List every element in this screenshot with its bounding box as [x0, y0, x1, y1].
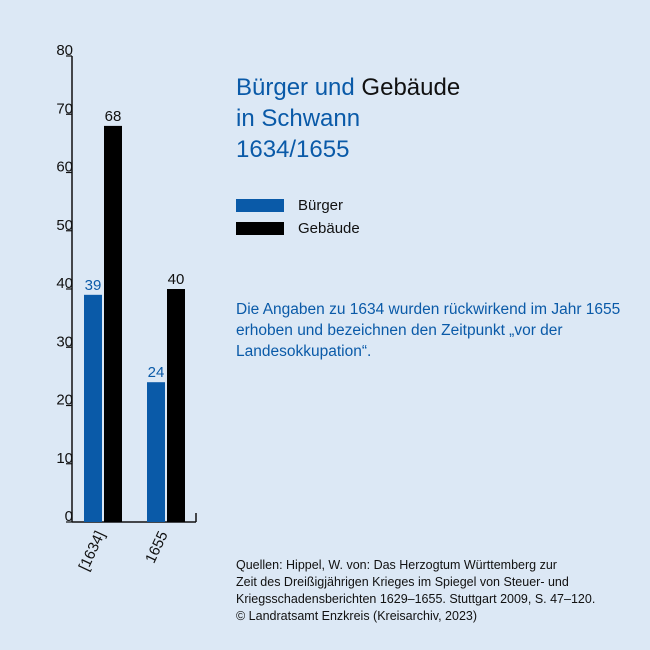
chart-title: Bürger und Gebäude in Schwann 1634/1655: [236, 72, 460, 165]
title-line-2: in Schwann: [236, 105, 361, 132]
x-tick-label: [1634]: [76, 529, 109, 574]
bar-gebaeude: [167, 289, 185, 522]
y-tick-label: 60: [56, 159, 73, 176]
legend-swatch-gebaeude: [236, 221, 284, 235]
data-label: 24: [148, 364, 165, 381]
sources-line-3: Kriegsschadensberichten 1629–1655. Stutt…: [236, 592, 596, 606]
y-tick-label: 80: [56, 42, 73, 59]
y-tick-label: 40: [56, 275, 73, 292]
y-tick-label: 70: [56, 100, 73, 117]
data-label: 39: [85, 277, 102, 294]
sources-text: Quellen: Hippel, W. von: Das Herzogtum W…: [236, 557, 636, 625]
data-label: 68: [105, 108, 122, 125]
sources-line-4: © Landratsamt Enzkreis (Kreisarchiv, 202…: [236, 609, 478, 623]
bar-buerger: [84, 294, 102, 522]
y-tick-label: 20: [56, 392, 73, 409]
legend: Bürger Gebäude: [236, 195, 360, 241]
legend-label-gebaeude: Gebäude: [298, 219, 360, 237]
y-tick-label: 50: [56, 217, 73, 234]
legend-swatch-buerger: [236, 198, 284, 212]
title-line-3: 1634/1655: [236, 136, 350, 163]
sources-line-2: Zeit des Dreißigjährigen Krieges im Spie…: [236, 575, 569, 589]
footnote-text: Die Angaben zu 1634 wurden rückwirkend i…: [236, 301, 621, 360]
legend-item-buerger: Bürger: [236, 195, 360, 215]
legend-label-buerger: Bürger: [298, 196, 344, 214]
y-tick-label: 10: [56, 450, 73, 467]
bar-chart: 0 10 20 30 40 50 60 70 80 39 68 [1634] 24 40 1655: [56, 42, 197, 574]
y-tick-label: 0: [65, 508, 73, 525]
legend-item-gebaeude: Gebäude: [236, 218, 360, 238]
sources-line-1: Quellen: Hippel, W. von: Das Herzogtum W…: [236, 558, 557, 572]
bar-buerger: [147, 382, 165, 522]
title-part-buerger: Bürger und: [236, 74, 362, 101]
x-tick-label: 1655: [142, 529, 172, 566]
title-part-gebaeude: Gebäude: [361, 74, 461, 101]
y-tick-label: 30: [56, 333, 73, 350]
data-label: 40: [168, 271, 185, 288]
bar-gebaeude: [104, 125, 122, 523]
